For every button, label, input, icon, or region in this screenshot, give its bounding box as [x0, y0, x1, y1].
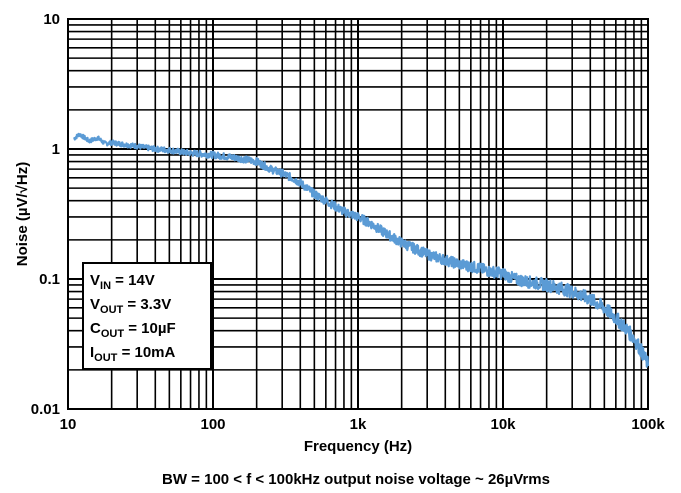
condition-line: VIN = 14V [90, 272, 155, 292]
chart-caption: BW = 100 < f < 100kHz output noise volta… [162, 471, 550, 488]
x-tick-label: 10k [490, 416, 516, 433]
y-tick-label: 1 [52, 141, 60, 158]
y-tick-label: 0.01 [31, 401, 60, 418]
x-tick-label: 1k [350, 416, 367, 433]
x-tick-label: 10 [60, 416, 77, 433]
series-line [73, 132, 650, 368]
y-tick-label: 10 [43, 11, 60, 28]
conditions-box: VIN = 14V VOUT = 3.3V COUT = 10µF IOUT = 10… [82, 262, 212, 370]
x-axis-label: Frequency (Hz) [304, 438, 412, 455]
x-tick-labels: 10 100 1k 10k 100k [60, 416, 666, 433]
condition-line: VOUT = 3.3V [90, 296, 171, 316]
y-tick-labels: 0.01 0.1 1 10 [31, 11, 60, 418]
x-tick-label: 100k [631, 416, 665, 433]
plot-frame [67, 18, 649, 410]
grid [68, 19, 648, 409]
y-axis-label: Noise (µV/√Hz) [14, 162, 31, 266]
y-tick-label: 0.1 [39, 271, 60, 288]
condition-line: IOUT = 10mA [90, 344, 176, 364]
condition-line: COUT = 10µF [90, 320, 176, 340]
x-tick-label: 100 [200, 416, 225, 433]
